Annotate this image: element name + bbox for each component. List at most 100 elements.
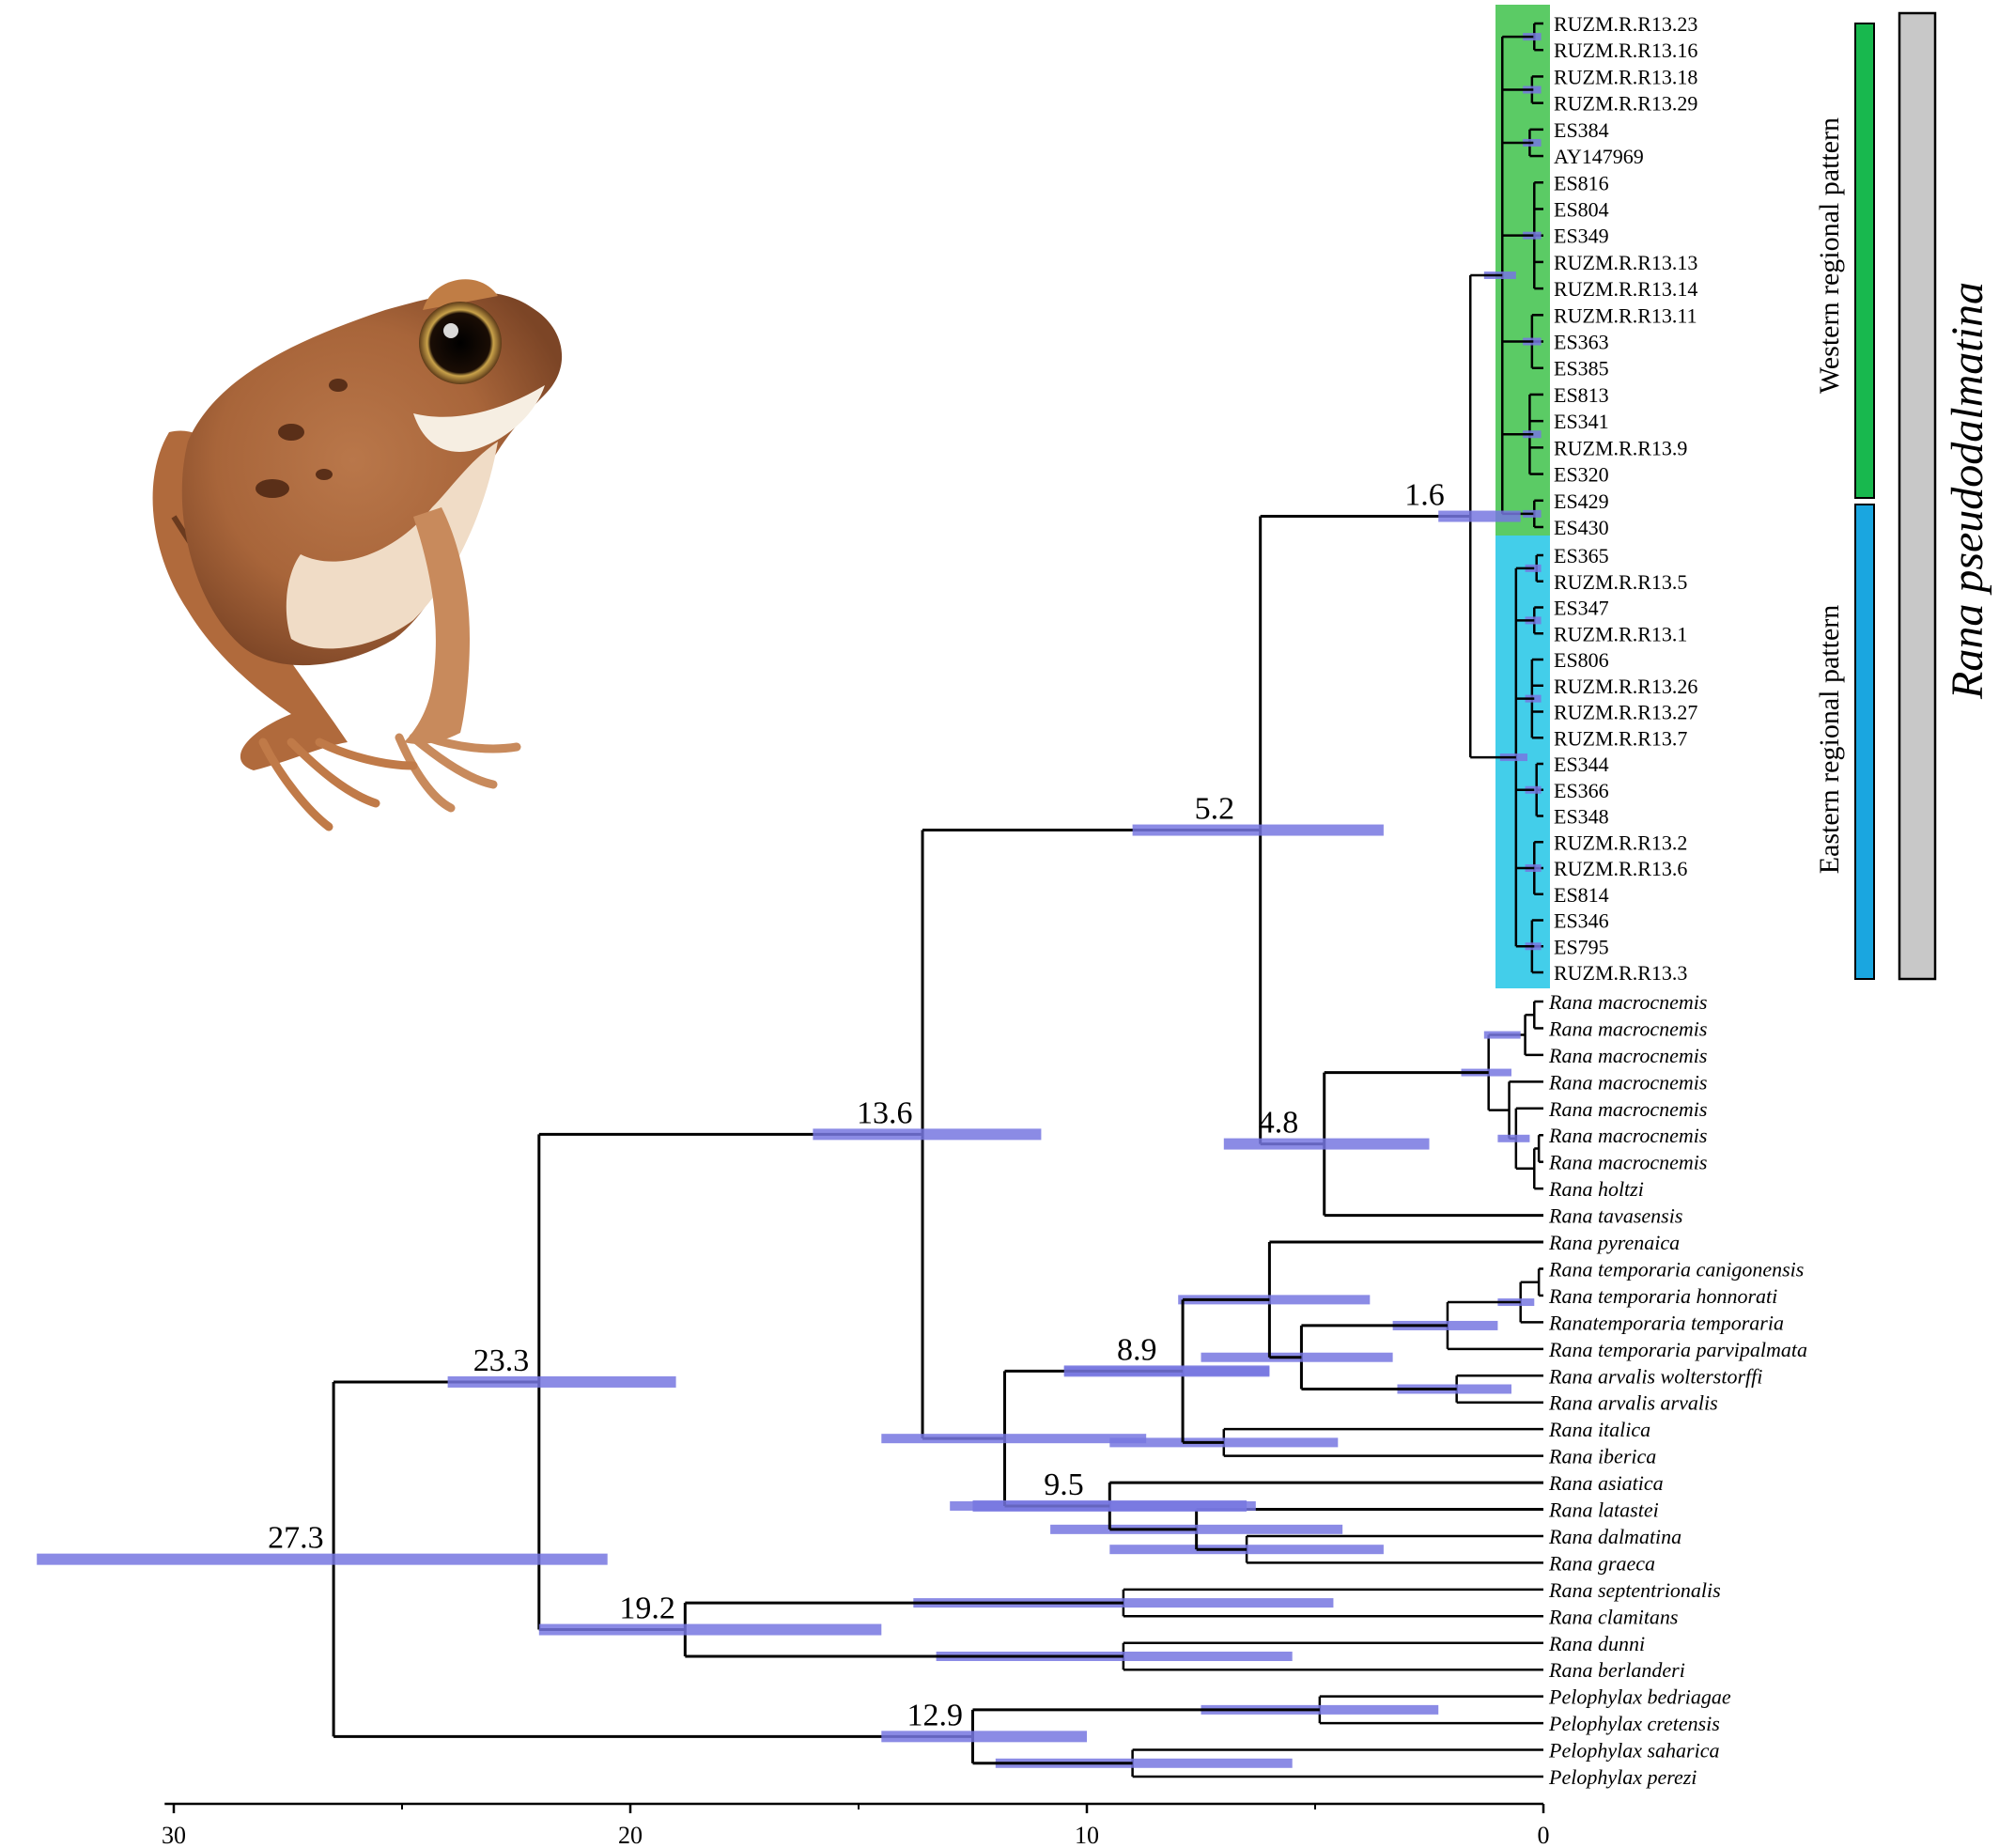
tip-label-species: Rana macrocnemis bbox=[1548, 1124, 1707, 1147]
tip-label-species: Rana macrocnemis bbox=[1548, 1017, 1707, 1040]
tip-label-western: RUZM.R.R13.14 bbox=[1554, 277, 1697, 301]
hpd-bar bbox=[1438, 510, 1521, 522]
tip-label-western: AY147969 bbox=[1554, 145, 1644, 168]
hpd-bar bbox=[881, 1731, 1087, 1743]
tip-label-species: Rana macrocnemis bbox=[1548, 1044, 1707, 1067]
tip-label-species: Ranatemporaria temporaria bbox=[1548, 1311, 1784, 1334]
eastern-pattern-bar bbox=[1854, 504, 1875, 980]
node-age-label: 19.2 bbox=[619, 1592, 675, 1626]
tip-label-eastern: RUZM.R.R13.27 bbox=[1554, 701, 1697, 724]
tip-label-eastern: RUZM.R.R13.2 bbox=[1554, 831, 1687, 854]
hpd-bar bbox=[447, 1375, 676, 1388]
species-label: Rana pseudodalmatina bbox=[1943, 282, 1992, 700]
tip-label-species: Rana dunni bbox=[1548, 1632, 1645, 1655]
tip-label-eastern: ES348 bbox=[1554, 805, 1609, 829]
tip-label-eastern: RUZM.R.R13.3 bbox=[1554, 961, 1687, 985]
tip-label-species: Rana holtzi bbox=[1548, 1177, 1644, 1201]
hpd-bar-shallow bbox=[1483, 1031, 1521, 1039]
tip-label-western: RUZM.R.R13.13 bbox=[1554, 251, 1697, 274]
tip-label-species: Rana clamitans bbox=[1548, 1605, 1679, 1628]
western-pattern-bar bbox=[1854, 23, 1875, 499]
tip-label-eastern: ES344 bbox=[1554, 753, 1609, 776]
node-age-label: 23.3 bbox=[473, 1343, 530, 1378]
tip-label-species: Rana temporaria honnorati bbox=[1548, 1284, 1777, 1308]
tip-label-species: Rana macrocnemis bbox=[1548, 1097, 1707, 1121]
node-age-label: 5.2 bbox=[1195, 792, 1235, 827]
node-age-label: 12.9 bbox=[907, 1698, 964, 1732]
western-pattern-label: Western regional pattern bbox=[1814, 117, 1845, 394]
tip-label-eastern: ES814 bbox=[1554, 883, 1609, 907]
tip-label-western: RUZM.R.R13.29 bbox=[1554, 92, 1697, 116]
hpd-bar bbox=[37, 1553, 608, 1565]
tip-label-eastern: ES795 bbox=[1554, 935, 1609, 958]
hpd-bar bbox=[538, 1623, 882, 1636]
tip-label-species: Pelophylax cretensis bbox=[1548, 1712, 1720, 1735]
tip-label-species: Rana macrocnemis bbox=[1548, 1070, 1707, 1094]
tip-label-western: ES430 bbox=[1554, 516, 1609, 539]
tip-label-species: Rana berlanderi bbox=[1548, 1658, 1685, 1682]
eastern-pattern-label: Eastern regional pattern bbox=[1814, 605, 1845, 875]
tip-label-eastern: ES366 bbox=[1554, 779, 1609, 802]
tip-label-species: Rana arvalis arvalis bbox=[1548, 1391, 1718, 1415]
tip-label-western: ES349 bbox=[1554, 225, 1609, 248]
tip-label-eastern: ES365 bbox=[1554, 544, 1609, 567]
tip-label-species: Pelophylax bedriagae bbox=[1548, 1685, 1731, 1709]
node-age-label: 27.3 bbox=[268, 1521, 324, 1556]
tip-label-eastern: ES347 bbox=[1554, 597, 1609, 620]
tip-label-western: ES804 bbox=[1554, 197, 1609, 221]
tip-label-western: ES320 bbox=[1554, 463, 1609, 487]
hpd-bar bbox=[972, 1499, 1247, 1512]
tip-label-species: Rana asiatica bbox=[1548, 1471, 1664, 1495]
hpd-bar bbox=[1223, 1138, 1430, 1150]
node-age-label: 4.8 bbox=[1259, 1106, 1299, 1141]
axis-tick-label: 0 bbox=[1538, 1822, 1550, 1848]
tip-label-species: Rana graeca bbox=[1548, 1551, 1655, 1575]
tip-label-eastern: RUZM.R.R13.7 bbox=[1554, 726, 1687, 750]
tip-label-species: Rana iberica bbox=[1548, 1445, 1656, 1468]
tip-label-eastern: RUZM.R.R13.26 bbox=[1554, 675, 1697, 698]
axis-tick-label: 20 bbox=[618, 1822, 643, 1848]
tip-label-species: Rana latastei bbox=[1548, 1499, 1659, 1522]
axis-tick-label: 10 bbox=[1075, 1822, 1099, 1848]
tip-label-species: Rana arvalis wolterstorffi bbox=[1548, 1364, 1762, 1388]
tip-label-western: ES813 bbox=[1554, 383, 1609, 407]
tip-label-western: RUZM.R.R13.16 bbox=[1554, 39, 1697, 62]
tip-label-species: Rana temporaria parvipalmata bbox=[1548, 1338, 1807, 1361]
western-clade-highlight bbox=[1495, 5, 1550, 536]
tip-label-western: RUZM.R.R13.11 bbox=[1554, 303, 1697, 327]
hpd-bar-shallow bbox=[995, 1758, 1293, 1768]
tip-label-species: Rana pyrenaica bbox=[1548, 1231, 1680, 1254]
node-age-label: 9.5 bbox=[1044, 1468, 1084, 1502]
tip-label-species: Pelophylax saharica bbox=[1548, 1739, 1719, 1763]
hpd-bar-shallow bbox=[1109, 1545, 1384, 1555]
tip-label-western: ES385 bbox=[1554, 357, 1609, 380]
tip-label-western: RUZM.R.R13.9 bbox=[1554, 436, 1687, 459]
tip-label-western: ES384 bbox=[1554, 118, 1609, 142]
tip-label-western: ES341 bbox=[1554, 410, 1609, 433]
tip-label-eastern: RUZM.R.R13.1 bbox=[1554, 622, 1687, 645]
tip-label-species: Rana italica bbox=[1548, 1418, 1650, 1441]
tip-label-eastern: ES346 bbox=[1554, 909, 1609, 933]
node-age-label: 8.9 bbox=[1117, 1332, 1157, 1367]
tip-label-species: Pelophylax perezi bbox=[1548, 1765, 1697, 1789]
node-age-label: 13.6 bbox=[857, 1095, 913, 1130]
tip-label-eastern: ES806 bbox=[1554, 648, 1609, 672]
tip-label-species: Rana septentrionalis bbox=[1548, 1578, 1721, 1602]
tip-label-species: Rana macrocnemis bbox=[1548, 1151, 1707, 1174]
frog-photo bbox=[152, 279, 563, 831]
node-age-label: 1.6 bbox=[1404, 478, 1445, 513]
hpd-bar bbox=[1132, 824, 1384, 836]
hpd-bar-shallow bbox=[1178, 1295, 1371, 1305]
species-bar bbox=[1898, 11, 1937, 981]
tip-label-western: ES816 bbox=[1554, 171, 1609, 194]
axis-tick-label: 30 bbox=[162, 1822, 186, 1848]
tip-label-western: RUZM.R.R13.23 bbox=[1554, 12, 1697, 36]
eastern-clade-highlight bbox=[1495, 536, 1550, 988]
hpd-bar bbox=[1063, 1365, 1270, 1377]
hpd-bar bbox=[813, 1128, 1042, 1141]
tip-label-eastern: RUZM.R.R13.6 bbox=[1554, 857, 1687, 880]
tip-label-species: Rana macrocnemis bbox=[1548, 990, 1707, 1014]
tip-label-western: ES363 bbox=[1554, 331, 1609, 354]
